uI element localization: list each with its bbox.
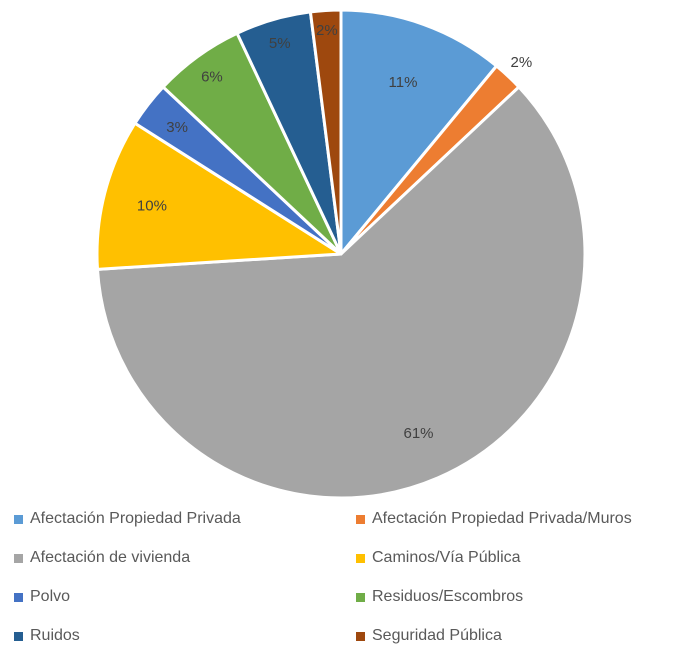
data-label-afectacion-de-vivienda: 61% [404,425,434,442]
legend-swatch [356,514,365,524]
legend-item-polvo: Polvo [14,586,70,608]
data-label-polvo: 3% [166,119,188,136]
legend-item-afectacion-propiedad-privada: Afectación Propiedad Privada [14,508,241,530]
legend-label: Afectación de vivienda [30,549,191,566]
legend-swatch [14,592,23,602]
legend-label: Afectación Propiedad Privada [30,510,241,527]
legend-swatch [356,553,365,563]
pie-slice-seguridad-publica [308,8,343,256]
legend-item-ruidos: Ruidos [14,625,80,647]
pie-slice-caminos-via-publica [95,121,343,271]
data-label-ruidos: 5% [269,35,291,52]
legend-item-afectacion-de-vivienda: Afectación de vivienda [14,547,190,569]
legend-label: Polvo [30,588,71,605]
legend-item-afectacion-propiedad-privada-muros: Afectación Propiedad Privada/Muros [356,508,632,530]
legend-label: Caminos/Vía Pública [372,549,521,566]
legend-swatch [356,631,365,641]
legend-swatch [14,553,23,563]
legend-item-caminos-via-publica: Caminos/Vía Pública [356,547,521,569]
data-label-afectacion-propiedad-privada-muros: 2% [511,54,533,71]
legend-item-seguridad-publica: Seguridad Pública [356,625,502,647]
legend-label: Afectación Propiedad Privada/Muros [372,510,632,527]
legend-label: Residuos/Escombros [372,588,524,605]
data-label-caminos-via-publica: 10% [137,197,167,214]
legend-item-residuos-escombros: Residuos/Escombros [356,586,523,608]
legend-swatch [356,592,365,602]
pie-slice-afectacion-de-vivienda [95,85,587,500]
data-label-seguridad-publica: 2% [316,22,338,39]
data-label-afectacion-propiedad-privada: 11% [389,74,418,91]
legend-label: Seguridad Pública [372,627,502,644]
pie-slices [95,8,587,500]
legend-swatch [14,514,23,524]
pie-slice-afectacion-propiedad-privada [339,8,499,256]
legend-swatch [14,631,23,641]
data-label-residuos-escombros: 6% [201,68,223,85]
pie-data-labels: 11% 2% 61% 10% 3% 6% 5% 2% [137,22,532,442]
legend-label: Ruidos [30,627,80,644]
